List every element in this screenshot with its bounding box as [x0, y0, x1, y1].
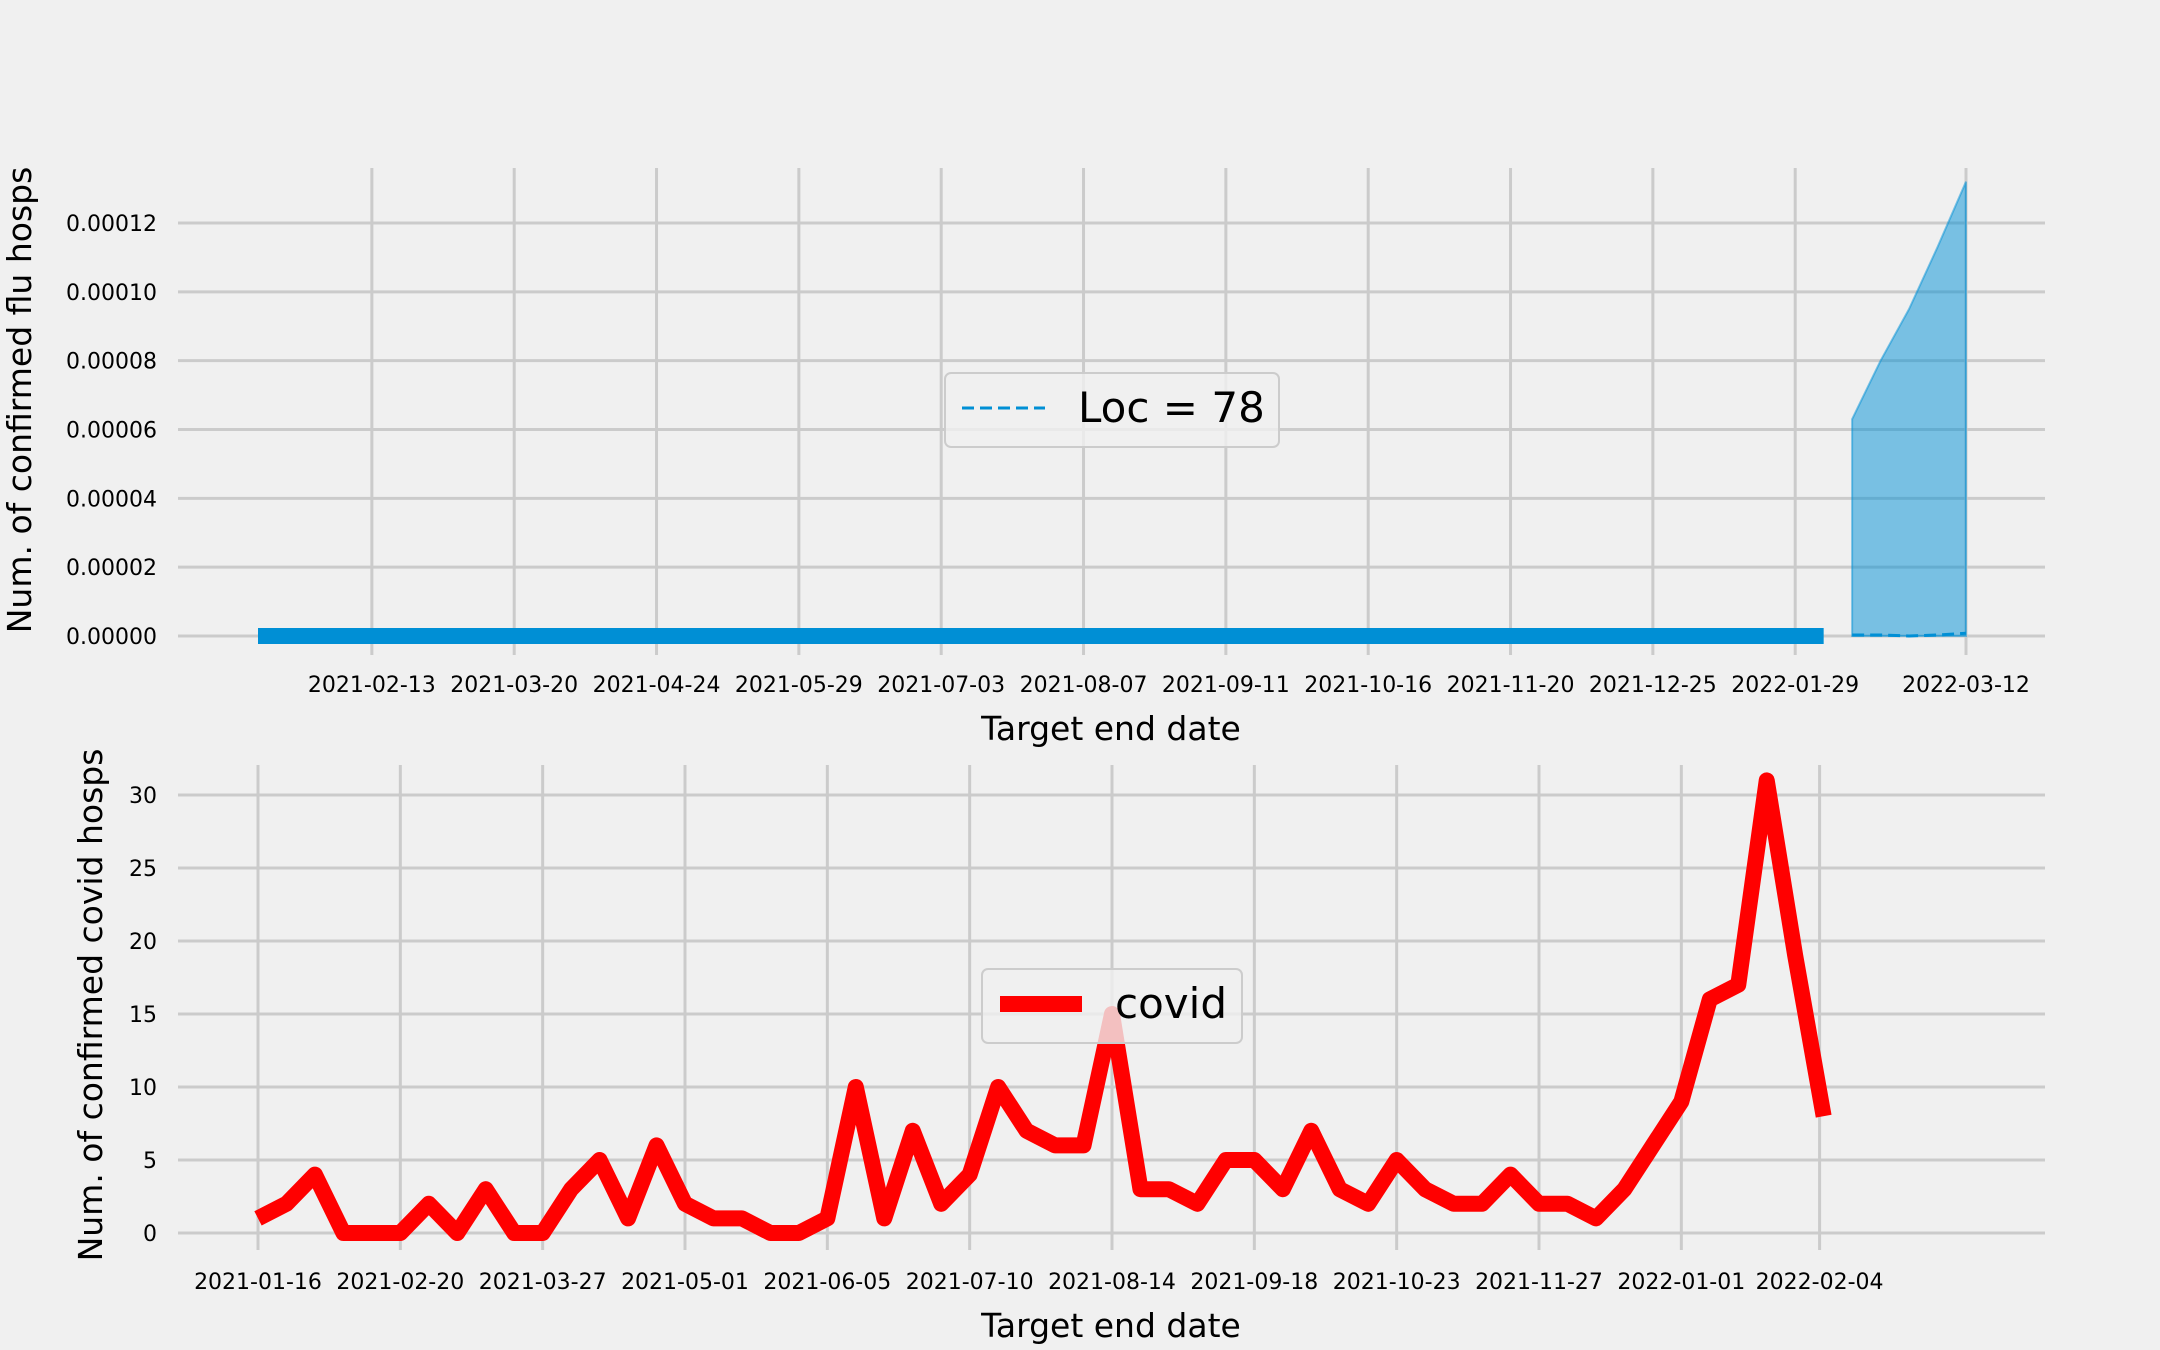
covid-x-tick-label: 2021-02-20 [336, 1270, 464, 1295]
covid-chart: 0 5 10 15 20 25 30 2021-01-16 2021-02-20 2021-03… [71, 749, 2045, 1345]
flu-y-tick-label: 0.00012 [66, 212, 157, 237]
flu-forecast-line [1852, 631, 1967, 638]
covid-legend-label: covid [1115, 979, 1227, 1028]
flu-x-tick-label: 2021-04-24 [593, 673, 721, 698]
covid-y-tick-label: 30 [129, 784, 157, 809]
covid-x-tick-label: 2022-02-04 [1756, 1270, 1884, 1295]
flu-y-tick-label: 0.00010 [66, 281, 157, 306]
covid-x-tick-label: 2021-11-27 [1475, 1270, 1603, 1295]
covid-x-tick-label: 2021-08-14 [1048, 1270, 1176, 1295]
covid-x-tick-label: 2021-09-18 [1190, 1270, 1318, 1295]
covid-y-tick-label: 5 [143, 1149, 157, 1174]
covid-y-axis-label: Num. of confirmed covid hosps [71, 749, 110, 1262]
flu-x-tick-label: 2022-03-12 [1902, 673, 2030, 698]
covid-legend-box [981, 968, 1243, 1044]
covid-line [254, 772, 1832, 1241]
flu-series [258, 628, 1967, 644]
covid-x-axis-label: Target end date [980, 1306, 1241, 1345]
covid-x-tick-label: 2021-07-10 [906, 1270, 1034, 1295]
flu-y-tick-label: 0.00006 [66, 419, 157, 444]
covid-x-tick-label: 2021-10-23 [1333, 1270, 1461, 1295]
covid-x-tick-label: 2022-01-01 [1617, 1270, 1745, 1295]
covid-y-tick-labels: 0 5 10 15 20 25 30 [129, 784, 157, 1247]
covid-x-tick-label: 2021-06-05 [763, 1270, 891, 1295]
flu-legend-box [944, 372, 1280, 448]
flu-x-tick-label: 2021-10-16 [1304, 673, 1432, 698]
covid-x-tick-label: 2021-05-01 [621, 1270, 749, 1295]
covid-y-tick-label: 0 [143, 1222, 157, 1247]
flu-y-axis-label: Num. of confirmed flu hosps [0, 167, 39, 634]
flu-x-tick-label: 2021-03-20 [450, 673, 578, 698]
covid-legend: covid [981, 968, 1243, 1044]
covid-x-tick-label: 2021-03-27 [479, 1270, 607, 1295]
flu-y-tick-labels: 0.00000 0.00002 0.00004 0.00006 0.00008 0.000… [66, 212, 157, 650]
flu-chart: 0.00000 0.00002 0.00004 0.00006 0.00008 0.000… [0, 167, 2045, 748]
flu-x-tick-label: 2021-07-03 [877, 673, 1005, 698]
covid-y-tick-label: 25 [129, 857, 157, 882]
flu-x-tick-label: 2021-11-20 [1447, 673, 1575, 698]
flu-x-tick-label: 2021-02-13 [308, 673, 436, 698]
flu-y-tick-label: 0.00004 [66, 487, 157, 512]
flu-y-tick-label: 0.00008 [66, 350, 157, 375]
flu-x-tick-labels: 2021-02-13 2021-03-20 2021-04-24 2021-05-29… [308, 673, 2030, 698]
covid-y-tick-label: 15 [129, 1003, 157, 1028]
flu-x-tick-label: 2021-12-25 [1589, 673, 1717, 698]
covid-y-tick-label: 10 [129, 1076, 157, 1101]
flu-x-axis-label: Target end date [980, 709, 1241, 748]
covid-y-tick-label: 20 [129, 930, 157, 955]
covid-x-tick-labels: 2021-01-16 2021-02-20 2021-03-27 2021-05-01… [194, 1270, 1883, 1295]
flu-y-tick-label: 0.00002 [66, 556, 157, 581]
flu-x-tick-label: 2022-01-29 [1731, 673, 1859, 698]
flu-x-tick-label: 2021-09-11 [1162, 673, 1290, 698]
covid-series [254, 772, 1832, 1241]
covid-x-tick-label: 2021-01-16 [194, 1270, 322, 1295]
flu-x-tick-label: 2021-08-07 [1020, 673, 1148, 698]
flu-legend: Loc = 78 [944, 372, 1280, 448]
flu-legend-label: Loc = 78 [1078, 383, 1265, 432]
flu-x-tick-label: 2021-05-29 [735, 673, 863, 698]
flu-y-tick-label: 0.00000 [66, 625, 157, 650]
